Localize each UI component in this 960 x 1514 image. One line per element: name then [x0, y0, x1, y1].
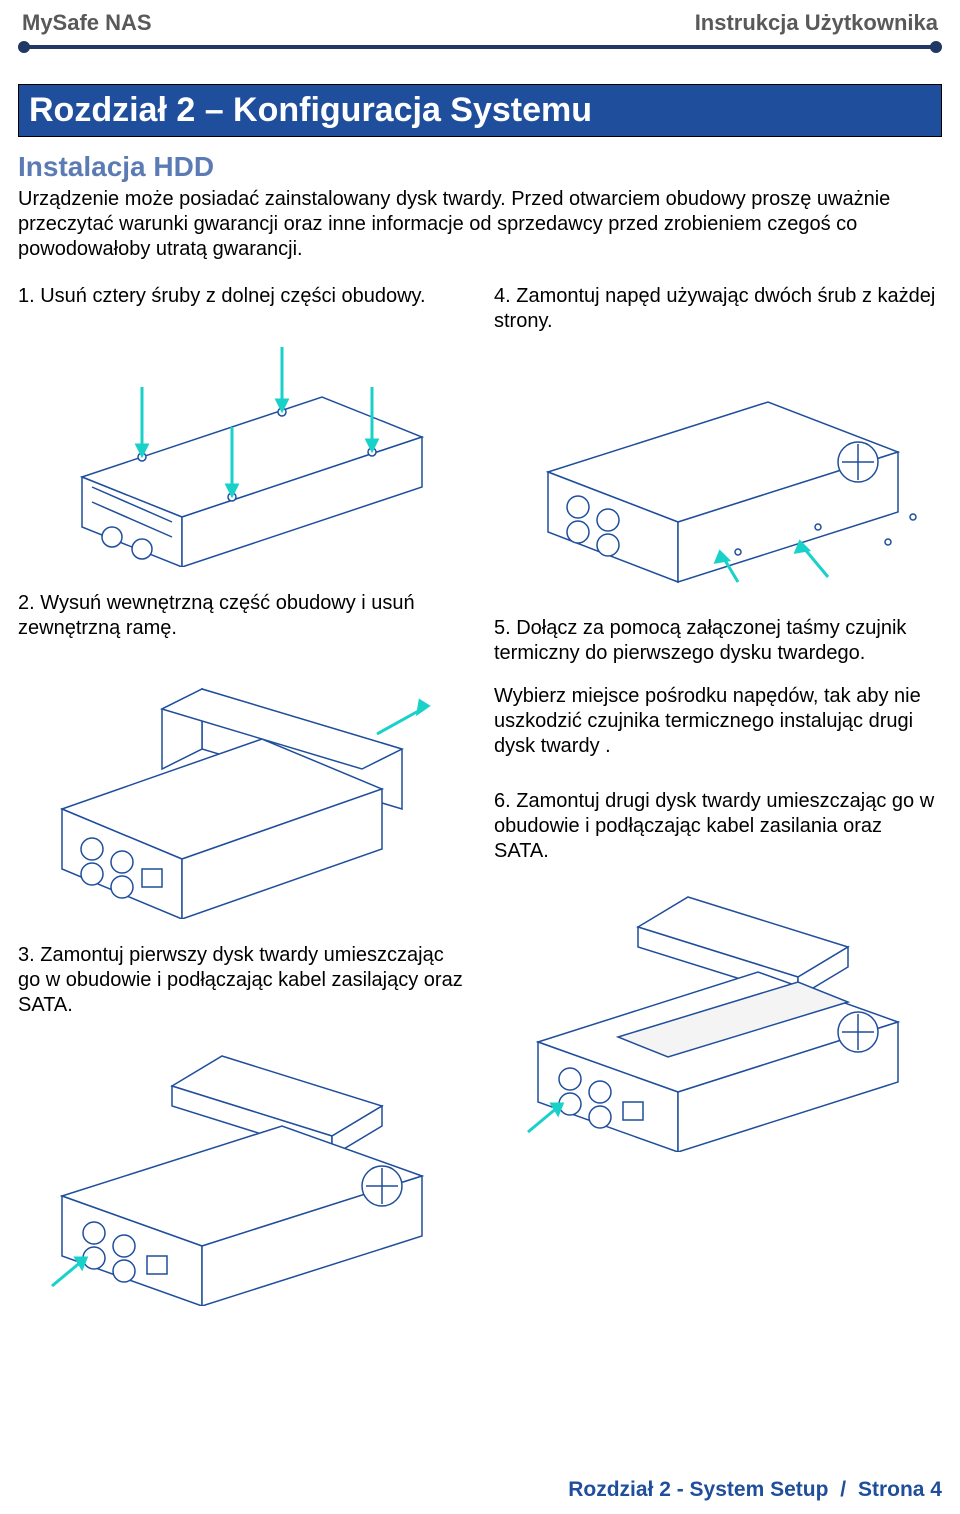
- step-5b-text: Wybierz miejsce pośrodku napędów, tak ab…: [494, 684, 942, 759]
- section-title: Instalacja HDD: [18, 151, 942, 183]
- header-left: MySafe NAS: [22, 10, 152, 36]
- step-2-text: 2. Wysuń wewnętrzną część obudowy i usuń…: [18, 591, 466, 641]
- figure-step-2: [18, 659, 466, 919]
- left-column: 1. Usuń cztery śruby z dolnej części obu…: [18, 284, 466, 1330]
- chapter-title: Rozdział 2 – Konfiguracja Systemu: [29, 91, 931, 130]
- step-1-text: 1. Usuń cztery śruby z dolnej części obu…: [18, 284, 466, 309]
- footer-section: Rozdział 2 - System Setup: [568, 1478, 828, 1501]
- header-right: Instrukcja Użytkownika: [695, 10, 938, 36]
- figure-step-3: [18, 1036, 466, 1306]
- step-3-text: 3. Zamontuj pierwszy dysk twardy umieszc…: [18, 943, 466, 1018]
- right-column: 4. Zamontuj napęd używając dwóch śrub z …: [494, 284, 942, 1330]
- header-rule: [18, 38, 942, 56]
- figure-step-6: [494, 882, 942, 1152]
- step-5-text: 5. Dołącz za pomocą załączonej taśmy czu…: [494, 616, 942, 666]
- footer-page: Strona 4: [858, 1478, 942, 1501]
- page-header: MySafe NAS Instrukcja Użytkownika: [18, 10, 942, 36]
- intro-paragraph: Urządzenie może posiadać zainstalowany d…: [18, 187, 942, 262]
- step-6-text: 6. Zamontuj drugi dysk twardy umieszczaj…: [494, 789, 942, 864]
- figure-step-4: [494, 352, 942, 592]
- page-footer: Rozdział 2 - System Setup / Strona 4: [568, 1478, 942, 1502]
- figure-step-1: [18, 327, 466, 567]
- footer-separator: /: [834, 1478, 852, 1501]
- step-4-text: 4. Zamontuj napęd używając dwóch śrub z …: [494, 284, 942, 334]
- chapter-heading: Rozdział 2 – Konfiguracja Systemu: [18, 84, 942, 137]
